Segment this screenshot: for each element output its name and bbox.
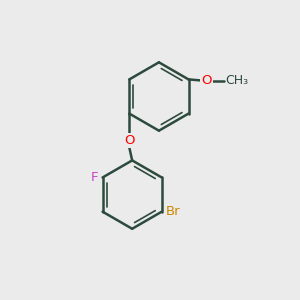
Text: O: O [124, 134, 135, 147]
Text: CH₃: CH₃ [225, 74, 248, 87]
Text: F: F [91, 171, 98, 184]
Text: O: O [201, 74, 211, 87]
Text: Br: Br [165, 205, 180, 218]
